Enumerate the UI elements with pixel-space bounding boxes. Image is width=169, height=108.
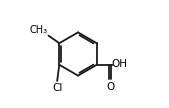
Text: OH: OH (112, 59, 128, 69)
Text: CH₃: CH₃ (30, 25, 48, 35)
Text: Cl: Cl (52, 83, 62, 93)
Text: O: O (107, 82, 115, 92)
